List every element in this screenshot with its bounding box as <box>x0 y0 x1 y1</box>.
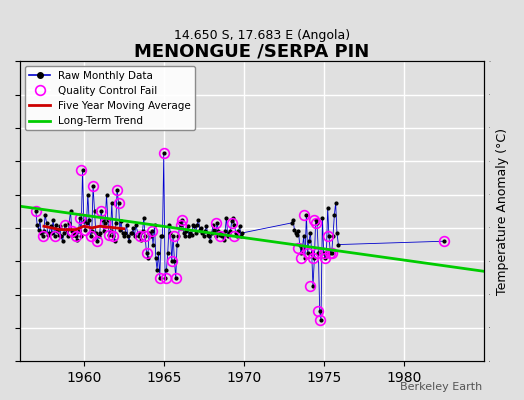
Legend: Raw Monthly Data, Quality Control Fail, Five Year Moving Average, Long-Term Tren: Raw Monthly Data, Quality Control Fail, … <box>25 66 195 130</box>
Text: Berkeley Earth: Berkeley Earth <box>400 382 482 392</box>
Title: MENONGUE /SERPA PIN: MENONGUE /SERPA PIN <box>134 43 369 61</box>
Y-axis label: Temperature Anomaly (°C): Temperature Anomaly (°C) <box>496 128 509 295</box>
Text: 14.650 S, 17.683 E (Angola): 14.650 S, 17.683 E (Angola) <box>174 30 350 42</box>
